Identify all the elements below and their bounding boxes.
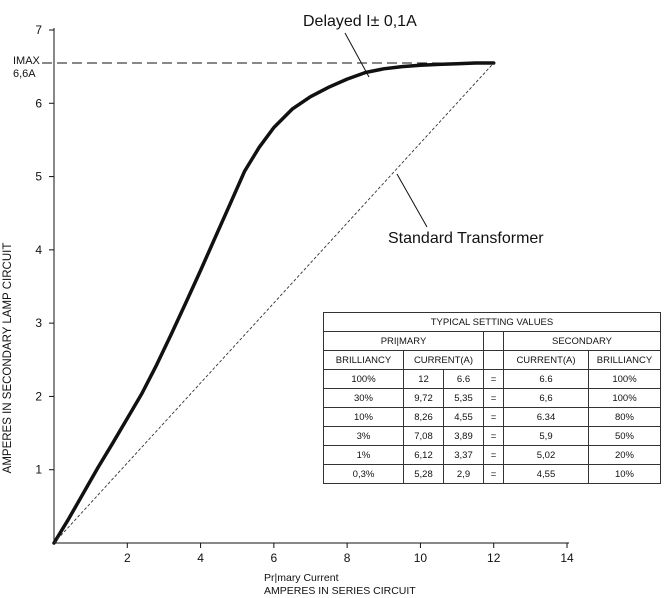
primary-current-header: CURRENT(A): [403, 350, 484, 370]
table-row: 10% 8,26 4,55 = 6.34 80%: [323, 407, 661, 427]
secondary-brilliancy-cell: 100%: [588, 369, 661, 389]
secondary-current-header: CURRENT(A): [503, 350, 589, 370]
primary-brilliancy-cell: 0,3%: [323, 464, 404, 484]
standard-transformer-line: [53, 62, 495, 544]
secondary-current-cell: 6.34: [503, 407, 589, 427]
imax-label: IMAX: [13, 55, 41, 67]
equals-cell: =: [483, 388, 504, 408]
primary-brilliancy-cell: 1%: [323, 445, 404, 465]
table-row: 100% 12 6.6 = 6.6 100%: [323, 369, 661, 389]
x-tick-label: 2: [124, 551, 131, 565]
primary-current-cell: 12: [403, 369, 444, 389]
delayed-pointer-line: [344, 32, 370, 78]
y-tick-label: 3: [35, 316, 42, 330]
primary-current-cell: 4,55: [443, 407, 484, 427]
y-tick-label: 1: [35, 463, 42, 477]
primary-current-cell: 2,9: [443, 464, 484, 484]
primary-current-cell: 3,37: [443, 445, 484, 465]
secondary-current-cell: 5,02: [503, 445, 589, 465]
x-axis-sublabel: AMPERES IN SERIES CIRCUIT: [264, 585, 416, 597]
secondary-current-cell: 6,6: [503, 388, 589, 408]
primary-current-cell: 6.6: [443, 369, 484, 389]
y-axis-ticks: 1 2 3 4 5 6 7: [35, 23, 54, 477]
secondary-current-cell: 6.6: [503, 369, 589, 389]
x-tick-label: 6: [271, 551, 278, 565]
secondary-brilliancy-cell: 10%: [588, 464, 661, 484]
standard-curve-label: Standard Transformer: [388, 230, 544, 247]
table-row: 0,3% 5,28 2,9 = 4,55 10%: [323, 464, 661, 484]
x-axis-ticks: 2 4 6 8 10 12 14: [124, 543, 574, 565]
primary-header: PRI|MARY: [323, 331, 484, 351]
secondary-brilliancy-cell: 100%: [588, 388, 661, 408]
imax-value-label: 6,6A: [13, 68, 36, 80]
y-tick-label: 6: [35, 96, 42, 110]
primary-current-cell: 8,26: [403, 407, 444, 427]
equals-header-cell: [483, 331, 504, 351]
primary-current-cell: 5,28: [403, 464, 444, 484]
secondary-brilliancy-header: BRILLIANCY: [588, 350, 661, 370]
primary-current-cell: 5,35: [443, 388, 484, 408]
typical-setting-values-table: TYPICAL SETTING VALUES PRI|MARY SECONDAR…: [323, 312, 661, 484]
primary-brilliancy-cell: 30%: [323, 388, 404, 408]
standard-pointer-line: [396, 173, 428, 228]
secondary-current-cell: 4,55: [503, 464, 589, 484]
secondary-brilliancy-cell: 20%: [588, 445, 661, 465]
table-title: TYPICAL SETTING VALUES: [323, 312, 661, 332]
primary-current-cell: 9,72: [403, 388, 444, 408]
primary-brilliancy-header: BRILLIANCY: [323, 350, 404, 370]
table-group-header-row: PRI|MARY SECONDARY: [323, 331, 661, 351]
y-tick-label: 5: [35, 170, 42, 184]
equals-cell: =: [483, 369, 504, 389]
y-axis-label: AMPERES IN SECONDARY LAMP CIRCUIT: [2, 243, 14, 474]
secondary-brilliancy-cell: 80%: [588, 407, 661, 427]
secondary-current-cell: 5,9: [503, 426, 589, 446]
primary-brilliancy-cell: 3%: [323, 426, 404, 446]
y-tick-label: 7: [35, 23, 42, 37]
delayed-response-curve: [52, 61, 496, 545]
y-tick-label: 2: [35, 389, 42, 403]
equals-cell: =: [483, 445, 504, 465]
primary-brilliancy-cell: 10%: [323, 407, 404, 427]
primary-current-cell: 7,08: [403, 426, 444, 446]
secondary-header: SECONDARY: [503, 331, 661, 351]
table-column-header-row: BRILLIANCY CURRENT(A) CURRENT(A) BRILLIA…: [323, 350, 661, 370]
equals-column-header: [483, 350, 504, 370]
x-axis-label: Pr|mary Current: [264, 572, 339, 584]
equals-cell: =: [483, 464, 504, 484]
table-row: 30% 9,72 5,35 = 6,6 100%: [323, 388, 661, 408]
table-title-row: TYPICAL SETTING VALUES: [323, 312, 661, 332]
table-row: 1% 6,12 3,37 = 5,02 20%: [323, 445, 661, 465]
table-row: 3% 7,08 3,89 = 5,9 50%: [323, 426, 661, 446]
secondary-brilliancy-cell: 50%: [588, 426, 661, 446]
x-tick-label: 4: [197, 551, 204, 565]
x-tick-label: 10: [414, 551, 428, 565]
equals-cell: =: [483, 426, 504, 446]
y-tick-label: 4: [35, 243, 42, 257]
series-layer: [42, 61, 496, 545]
primary-current-cell: 3,89: [443, 426, 484, 446]
x-tick-label: 12: [487, 551, 501, 565]
x-tick-label: 8: [344, 551, 351, 565]
primary-brilliancy-cell: 100%: [323, 369, 404, 389]
primary-current-cell: 6,12: [403, 445, 444, 465]
x-tick-label: 14: [560, 551, 574, 565]
axes: [53, 28, 569, 544]
delayed-curve-label: Delayed I± 0,1A: [303, 13, 417, 30]
equals-cell: =: [483, 407, 504, 427]
